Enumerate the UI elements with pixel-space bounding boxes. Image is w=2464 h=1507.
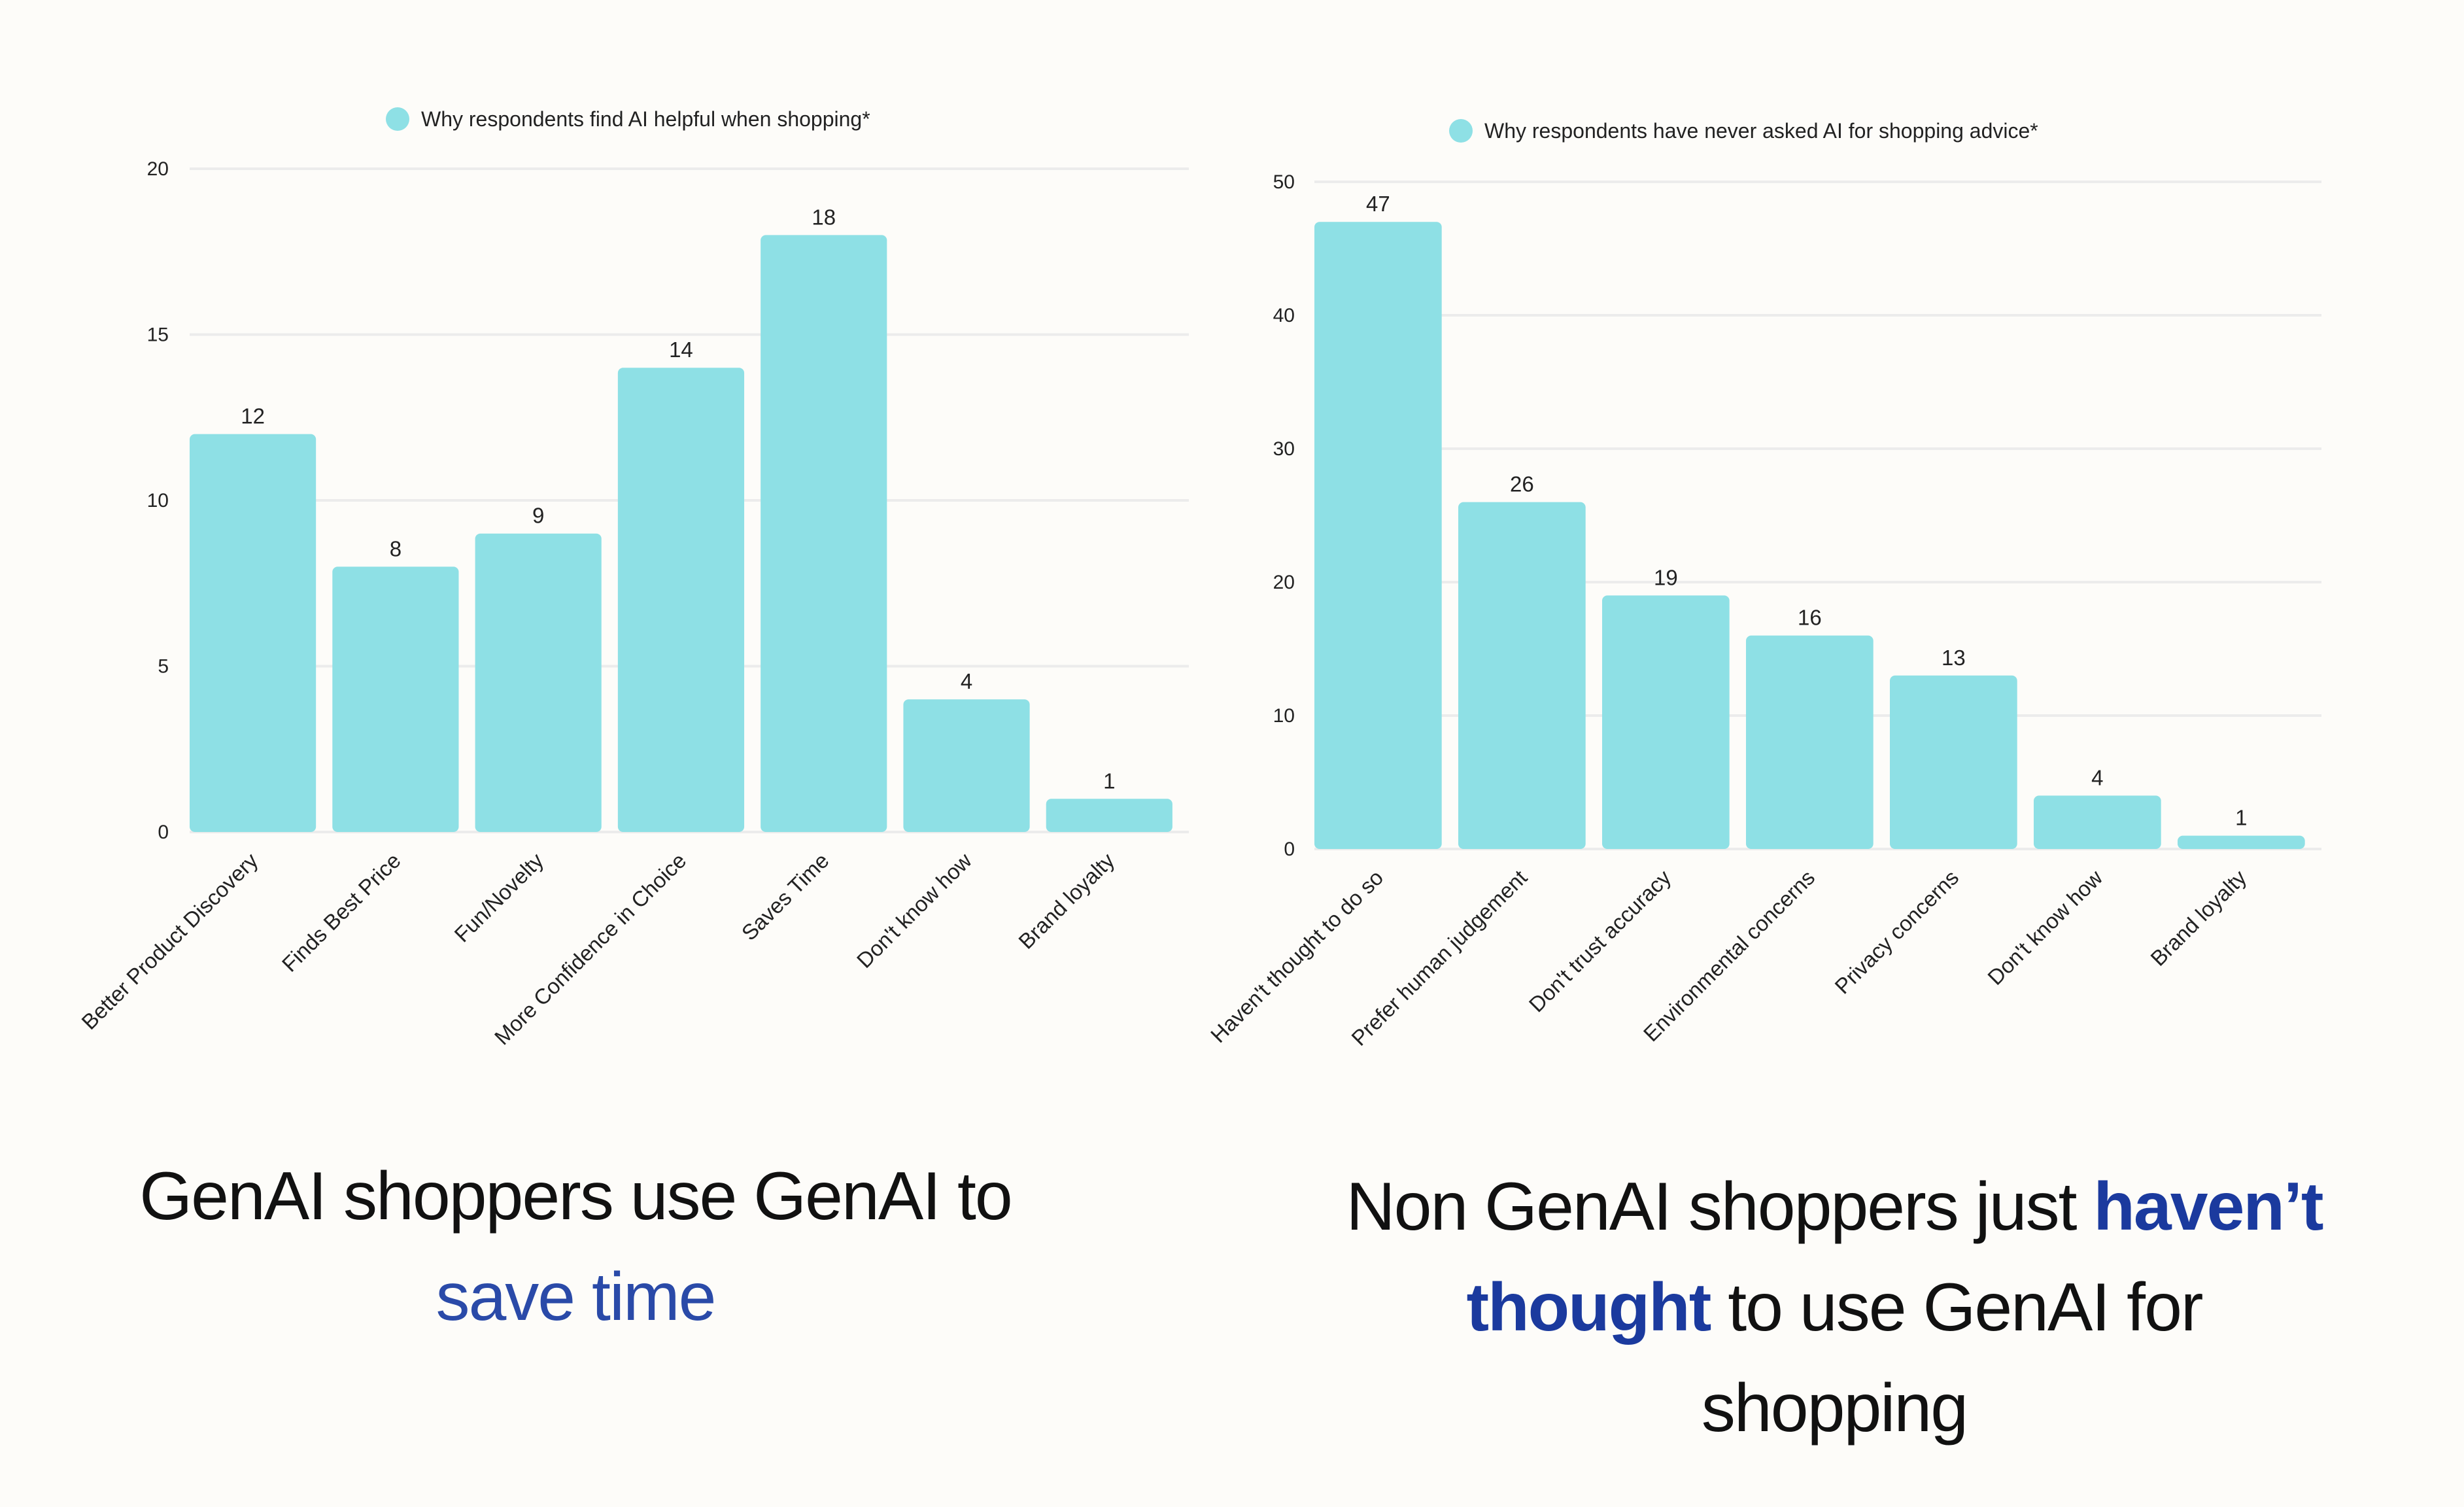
chart0-ytick-label-1: 5 xyxy=(158,656,169,678)
chart0-data-label-2: 9 xyxy=(532,504,544,528)
chart1-bar-0 xyxy=(1314,222,1442,849)
chart0-category-label-2: Fun/Novelty xyxy=(449,848,548,946)
chart1-data-label-0: 47 xyxy=(1366,192,1390,216)
chart1-ytick-label-0: 0 xyxy=(1284,839,1295,860)
chart1-legend-swatch xyxy=(1449,119,1473,143)
chart0-data-label-3: 14 xyxy=(669,338,693,362)
chart0-bar-5 xyxy=(903,699,1030,832)
chart0-ytick-label-2: 10 xyxy=(147,490,169,511)
chart0-data-label-6: 1 xyxy=(1103,769,1115,793)
chart0-ytick-label-4: 20 xyxy=(147,158,169,180)
chart0-bar-4 xyxy=(761,235,887,832)
chart1-ytick-label-2: 20 xyxy=(1273,572,1295,593)
caption-right-suffix: to use GenAI for xyxy=(1710,1270,2203,1345)
caption-right-prefix: Non GenAI shoppers just xyxy=(1346,1169,2094,1245)
chart0-data-label-1: 8 xyxy=(390,536,402,561)
chart0-category-label-6: Brand loyalty xyxy=(1014,848,1119,953)
chart0-category-label-4: Saves Time xyxy=(737,848,834,945)
chart1-bar-2 xyxy=(1602,595,1730,849)
chart0-category-label-5: Don't know how xyxy=(852,848,976,973)
chart1-bar-6 xyxy=(2178,835,2305,849)
chart1-category-label-3: Environmental concerns xyxy=(1639,865,1819,1046)
chart0-category-label-0: Better Product Discovery xyxy=(77,848,263,1034)
chart-left: 0 5 10 15 20 Why respondents find AI helpful … xyxy=(77,107,1189,1049)
caption-right: Non GenAI shoppers just haven’t thought … xyxy=(1295,1156,2374,1459)
chart0-bar-6 xyxy=(1046,799,1172,832)
chart0-ytick-label-0: 0 xyxy=(158,822,169,843)
chart0-legend-swatch xyxy=(386,107,409,131)
chart1-category-label-6: Brand loyalty xyxy=(2146,865,2251,970)
chart0-legend-label: Why respondents find AI helpful when sho… xyxy=(421,107,870,131)
chart1-data-label-2: 19 xyxy=(1654,565,1678,589)
chart-right: 0 10 20 30 40 50 Why respondents have never as… xyxy=(1206,119,2321,1050)
chart0-bar-1 xyxy=(332,566,459,832)
chart1-category-label-2: Don't trust accuracy xyxy=(1524,865,1676,1016)
caption-left: GenAI shoppers use GenAI to save time xyxy=(39,1146,1112,1347)
chart0-data-label-5: 4 xyxy=(961,669,972,693)
chart0-ytick-label-3: 15 xyxy=(147,324,169,346)
chart0-data-label-0: 12 xyxy=(241,404,265,428)
chart1-data-label-6: 1 xyxy=(2235,806,2247,830)
chart0-bar-2 xyxy=(475,533,602,832)
chart1-legend-label: Why respondents have never asked AI for … xyxy=(1484,119,2038,143)
caption-right-highlight-b: thought xyxy=(1466,1270,1711,1345)
caption-right-line3: shopping xyxy=(1701,1370,1968,1446)
caption-left-highlight: save time xyxy=(436,1259,716,1335)
chart1-data-label-3: 16 xyxy=(1798,606,1822,630)
caption-right-highlight-a: haven’t xyxy=(2093,1169,2323,1245)
chart0-category-label-1: Finds Best Price xyxy=(277,848,405,977)
caption-left-line1: GenAI shoppers use GenAI to xyxy=(139,1158,1013,1234)
chart1-bar-4 xyxy=(1890,675,2017,849)
chart1-bar-3 xyxy=(1746,635,1874,849)
chart1-category-label-5: Don't know how xyxy=(1983,865,2107,990)
chart1-ytick-label-5: 50 xyxy=(1273,171,1295,193)
chart0-bar-0 xyxy=(190,434,317,832)
chart1-ytick-label-4: 40 xyxy=(1273,305,1295,326)
chart1-bar-5 xyxy=(2034,795,2161,849)
chart1-data-label-1: 26 xyxy=(1510,472,1534,496)
chart1-ytick-label-1: 10 xyxy=(1273,705,1295,727)
chart1-data-label-4: 13 xyxy=(1942,646,1966,670)
chart1-ytick-label-3: 30 xyxy=(1273,438,1295,460)
chart1-data-label-5: 4 xyxy=(2091,765,2103,789)
chart1-bar-1 xyxy=(1458,502,1586,849)
chart1-category-label-4: Privacy concerns xyxy=(1830,865,1963,999)
chart0-data-label-4: 18 xyxy=(812,205,836,229)
chart0-bar-3 xyxy=(617,368,745,832)
